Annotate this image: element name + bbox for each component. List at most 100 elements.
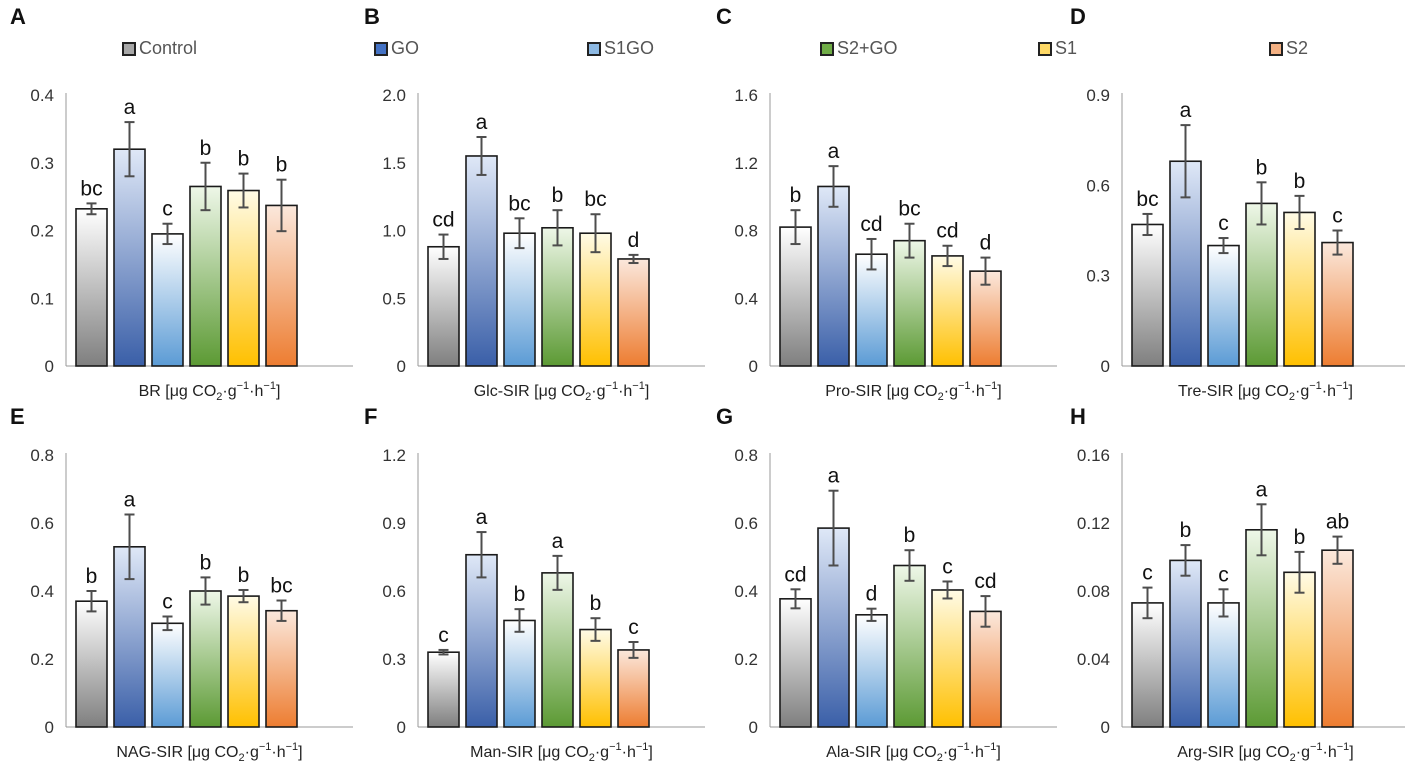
y-tick-label: 0.8 bbox=[734, 222, 758, 241]
bar bbox=[227, 595, 260, 728]
significance-letter: a bbox=[552, 530, 564, 553]
legend-item-go: GO bbox=[374, 38, 419, 59]
y-tick-label: 0 bbox=[397, 357, 406, 376]
bar bbox=[931, 255, 964, 367]
legend-swatch-icon bbox=[122, 41, 136, 56]
y-tick-label: 0.6 bbox=[382, 582, 406, 601]
bar bbox=[817, 185, 850, 367]
legend-label: GO bbox=[391, 38, 420, 58]
bar bbox=[1321, 241, 1354, 367]
y-tick-label: 0.8 bbox=[30, 446, 54, 465]
y-tick-label: 0.2 bbox=[30, 222, 54, 241]
legend-swatch-icon bbox=[374, 41, 388, 56]
panel-letter: A bbox=[10, 4, 26, 29]
significance-letter: b bbox=[790, 184, 802, 207]
bar bbox=[75, 600, 108, 728]
significance-letter: b bbox=[552, 184, 564, 207]
significance-letter: b bbox=[276, 154, 288, 177]
y-tick-label: 0.4 bbox=[734, 582, 758, 601]
significance-letter: cd bbox=[860, 213, 882, 236]
bar bbox=[427, 245, 460, 367]
x-axis-label: Ala-SIR [μg CO2·g−1·h−1] bbox=[826, 741, 1001, 764]
panel-letter: F bbox=[364, 404, 377, 429]
y-tick-label: 1.2 bbox=[382, 446, 406, 465]
bar bbox=[113, 148, 146, 367]
bar bbox=[1169, 559, 1202, 728]
y-tick-label: 0 bbox=[1101, 718, 1110, 737]
bar bbox=[1283, 211, 1316, 367]
significance-letter: a bbox=[124, 489, 136, 512]
significance-letter: c bbox=[1142, 562, 1153, 585]
bar bbox=[265, 204, 298, 367]
bar bbox=[1245, 202, 1278, 367]
y-tick-label: 0.9 bbox=[382, 514, 406, 533]
bar bbox=[1283, 571, 1316, 728]
bar bbox=[855, 253, 888, 367]
significance-letter: a bbox=[1256, 478, 1268, 501]
legend-label: S1GO bbox=[604, 38, 655, 58]
bar bbox=[855, 613, 888, 728]
significance-letter: b bbox=[1294, 170, 1306, 193]
bar bbox=[579, 628, 612, 728]
bar bbox=[893, 239, 926, 367]
bar bbox=[1207, 602, 1240, 728]
bar bbox=[1245, 528, 1278, 728]
significance-letter: bc bbox=[80, 177, 102, 200]
legend: Control GO S1GO S2+GO S1 S2 bbox=[0, 0, 1405, 60]
legend-item-s2go: S2+GO bbox=[820, 38, 898, 59]
x-axis-label: BR [μg CO2·g−1·h−1] bbox=[139, 380, 281, 403]
panel-a: A 0 0.1 0.2 0.3 0.4 bc a c b b b BR [μg CO2·g−1·h−1] bbox=[10, 4, 353, 403]
panel-letter: H bbox=[1070, 404, 1086, 429]
legend-label: S2 bbox=[1286, 38, 1309, 58]
y-tick-label: 2.0 bbox=[382, 86, 406, 105]
panel-letter: G bbox=[716, 404, 733, 429]
legend-item-s1: S1 bbox=[1038, 38, 1077, 59]
significance-letter: c bbox=[1218, 563, 1229, 586]
y-tick-label: 0.12 bbox=[1077, 514, 1110, 533]
significance-letter: a bbox=[828, 140, 840, 163]
y-tick-label: 0 bbox=[1101, 357, 1110, 376]
significance-letter: c bbox=[162, 591, 173, 614]
y-tick-label: 0 bbox=[45, 357, 54, 376]
panel-letter: C bbox=[716, 4, 732, 29]
y-tick-label: 0.3 bbox=[382, 650, 406, 669]
significance-letter: cd bbox=[936, 220, 958, 243]
bar bbox=[265, 609, 298, 728]
significance-letter: c bbox=[438, 624, 449, 647]
y-tick-label: 0.5 bbox=[382, 289, 406, 308]
bar bbox=[541, 226, 574, 367]
significance-letter: a bbox=[476, 111, 488, 134]
bar bbox=[151, 622, 184, 728]
legend-swatch-icon bbox=[1038, 41, 1052, 56]
significance-letter: bc bbox=[1136, 188, 1158, 211]
significance-letter: b bbox=[1294, 526, 1306, 549]
significance-letter: b bbox=[1256, 156, 1268, 179]
y-tick-label: 0.6 bbox=[1086, 176, 1110, 195]
significance-letter: b bbox=[904, 524, 916, 547]
y-tick-label: 0.4 bbox=[30, 86, 54, 105]
legend-swatch-icon bbox=[820, 41, 834, 56]
panel-letter: E bbox=[10, 404, 25, 429]
y-tick-label: 0.3 bbox=[30, 154, 54, 173]
significance-letter: bc bbox=[898, 198, 920, 221]
x-axis-label: Glc-SIR [μg CO2·g−1·h−1] bbox=[474, 380, 650, 403]
bar bbox=[1207, 244, 1240, 367]
y-tick-label: 1.2 bbox=[734, 154, 758, 173]
bar bbox=[465, 155, 498, 367]
significance-letter: a bbox=[1180, 99, 1192, 122]
bar bbox=[503, 619, 536, 728]
bar bbox=[1131, 223, 1164, 367]
panel-letter: B bbox=[364, 4, 380, 29]
bar bbox=[893, 564, 926, 728]
significance-letter: d bbox=[980, 232, 992, 255]
y-tick-label: 0 bbox=[45, 718, 54, 737]
legend-swatch-icon bbox=[587, 41, 601, 56]
significance-letter: b bbox=[590, 592, 602, 615]
bar bbox=[1321, 549, 1354, 728]
